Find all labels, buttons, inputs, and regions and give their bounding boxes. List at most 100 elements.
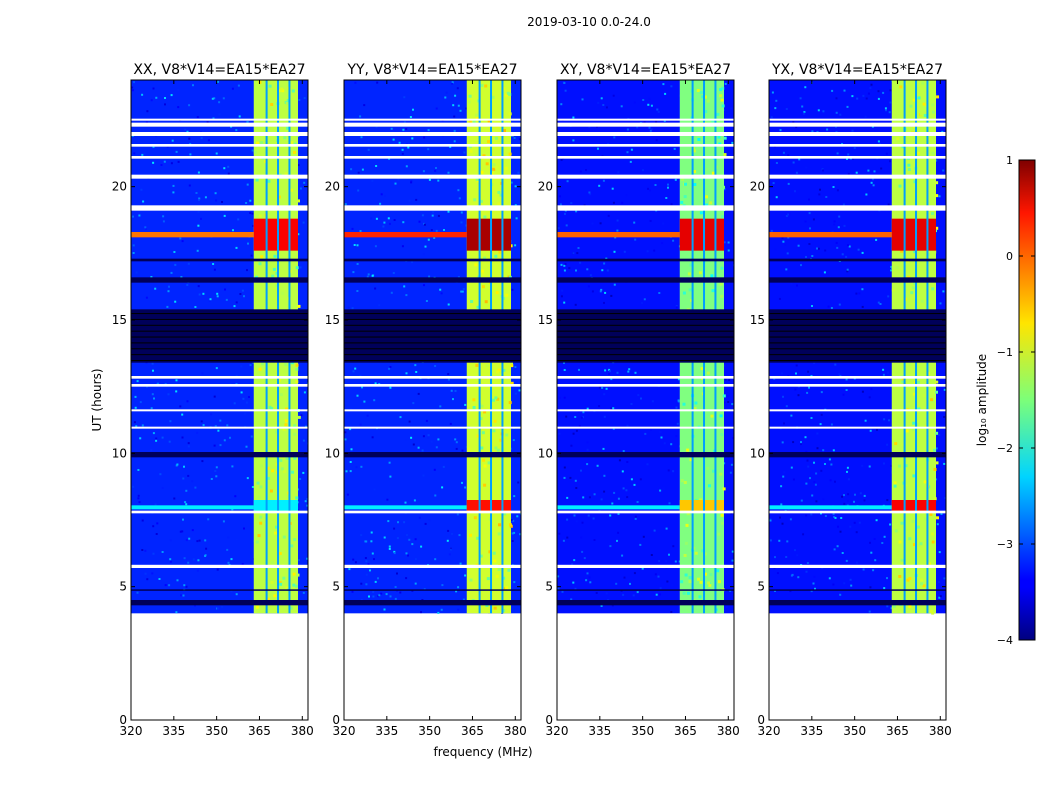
flagged-line xyxy=(557,313,734,315)
blank-row xyxy=(344,205,521,211)
flagged-line xyxy=(557,330,734,332)
blank-row xyxy=(769,564,946,568)
event-block xyxy=(466,500,512,511)
flagged-line xyxy=(769,354,946,356)
panel-frame xyxy=(343,79,522,721)
y-tick-label: 5 xyxy=(757,580,765,594)
blank-row xyxy=(557,384,734,387)
blank-row xyxy=(131,144,308,147)
x-tick-label: 350 xyxy=(418,724,441,738)
x-tick-label: 335 xyxy=(800,724,823,738)
y-tick-label: 10 xyxy=(112,446,127,460)
blank-row xyxy=(344,376,521,379)
blank-row xyxy=(344,510,521,514)
y-tick-label: 15 xyxy=(112,313,127,327)
flagged-dark-row xyxy=(557,589,734,591)
flagged-line xyxy=(557,336,734,338)
flagged-line xyxy=(557,354,734,356)
y-tick-label: 5 xyxy=(332,580,340,594)
flare-block xyxy=(891,218,937,251)
event-block xyxy=(891,500,937,511)
flagged-line xyxy=(769,360,946,361)
blank-row xyxy=(131,122,308,127)
panel-3: XY, V8*V14=EA15*EA27 320 335 350 365 380 0 5 10 1… xyxy=(538,62,740,738)
blank-row xyxy=(769,174,946,179)
y-tick-label: 10 xyxy=(538,446,553,460)
blank-row xyxy=(131,156,308,159)
flagged-line xyxy=(557,348,734,350)
x-tick-label: 380 xyxy=(504,724,527,738)
blank-row xyxy=(344,174,521,179)
blank-row xyxy=(769,376,946,379)
x-tick-label: 365 xyxy=(886,724,909,738)
y-tick-label: 5 xyxy=(545,580,553,594)
y-tick-label: 0 xyxy=(545,713,553,727)
panel-title: YY, V8*V14=EA15*EA27 xyxy=(346,62,517,78)
flagged-line xyxy=(131,336,308,338)
flagged-line xyxy=(344,318,521,320)
blank-row xyxy=(557,144,734,147)
flagged-dark-row xyxy=(769,258,946,262)
flagged-line xyxy=(769,336,946,338)
flagged-dark-row xyxy=(769,277,946,283)
blank-row xyxy=(557,564,734,568)
blank-row xyxy=(131,174,308,179)
y-tick-label: 0 xyxy=(332,713,340,727)
y-tick-label: 0 xyxy=(119,713,127,727)
blank-row xyxy=(131,426,308,429)
flagged-line xyxy=(344,360,521,361)
blank-row xyxy=(557,118,734,121)
blank-row xyxy=(557,156,734,159)
blank-row xyxy=(344,564,521,568)
event-stripe xyxy=(131,505,254,510)
flagged-dark-row xyxy=(557,452,734,458)
blank-row xyxy=(344,132,521,136)
flagged-line xyxy=(769,313,946,315)
blank-row xyxy=(344,144,521,147)
x-tick-label: 365 xyxy=(248,724,271,738)
colorbar-tick-label: −4 xyxy=(997,634,1013,647)
x-tick-label: 380 xyxy=(717,724,740,738)
blank-row xyxy=(344,384,521,387)
colorbar-tick-label: −3 xyxy=(997,538,1013,551)
x-tick-label: 350 xyxy=(205,724,228,738)
colorbar-label: log₁₀ amplitude xyxy=(975,354,989,446)
y-tick-label: 0 xyxy=(757,713,765,727)
x-tick-label: 365 xyxy=(461,724,484,738)
blank-row xyxy=(769,409,946,412)
blank-row xyxy=(769,132,946,136)
blank-row xyxy=(557,132,734,136)
x-tick-label: 320 xyxy=(758,724,781,738)
suptitle: 2019-03-10 0.0-24.0 xyxy=(527,15,651,29)
flagged-line xyxy=(769,330,946,332)
flagged-dark-row xyxy=(769,309,946,363)
x-tick-label: 320 xyxy=(333,724,356,738)
flagged-dark-row xyxy=(769,589,946,591)
panel-1: XX, V8*V14=EA15*EA27 320 335 350 365 380 0 5 10 1… xyxy=(112,62,314,738)
flagged-dark-row xyxy=(344,600,521,606)
y-tick-label: 20 xyxy=(325,180,340,194)
flagged-line xyxy=(131,342,308,344)
x-tick-label: 320 xyxy=(546,724,569,738)
flare-stripe xyxy=(769,232,892,238)
blank-row xyxy=(131,205,308,211)
blank-row xyxy=(557,122,734,127)
y-tick-label: 10 xyxy=(325,446,340,460)
event-stripe xyxy=(344,505,467,510)
flagged-line xyxy=(344,324,521,326)
panel-title: XY, V8*V14=EA15*EA27 xyxy=(560,62,731,78)
flare-block xyxy=(679,218,725,251)
colorbar-tick-label: −1 xyxy=(997,346,1013,359)
flagged-line xyxy=(344,348,521,350)
event-block xyxy=(253,500,299,511)
y-tick-label: 15 xyxy=(750,313,765,327)
flagged-line xyxy=(557,318,734,320)
x-tick-label: 335 xyxy=(375,724,398,738)
x-tick-label: 350 xyxy=(631,724,654,738)
panel-frame xyxy=(556,79,735,721)
flagged-line xyxy=(769,318,946,320)
panel-frame xyxy=(768,79,947,721)
x-tick-label: 335 xyxy=(588,724,611,738)
flagged-dark-row xyxy=(557,277,734,283)
flagged-line xyxy=(344,354,521,356)
